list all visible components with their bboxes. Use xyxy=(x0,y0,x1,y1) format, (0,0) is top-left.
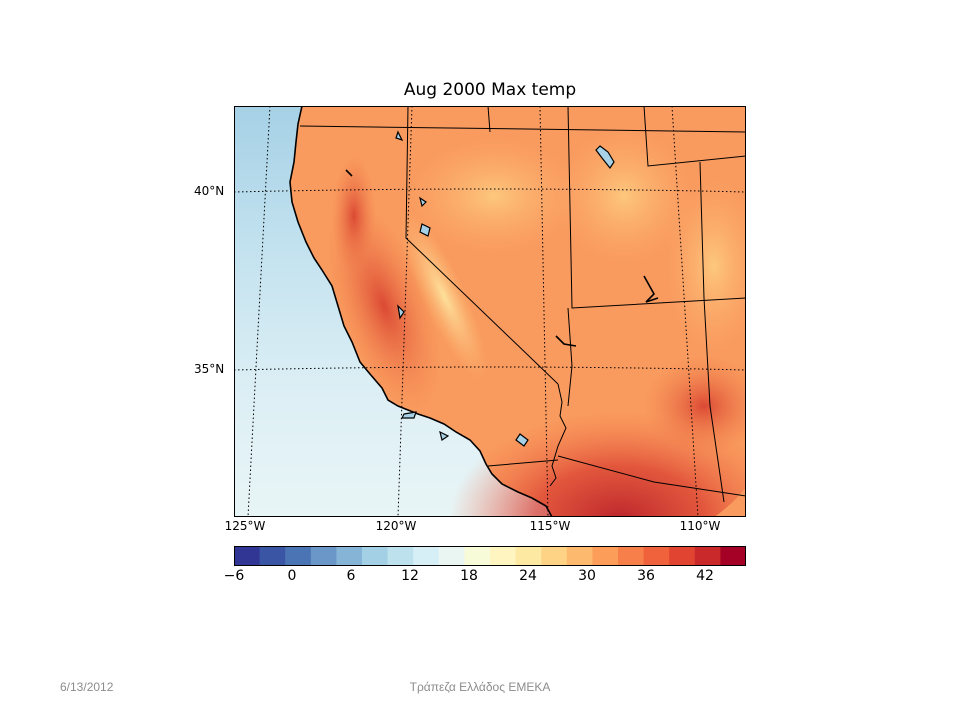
cool-region-nevada xyxy=(404,136,584,256)
colorbar-cell xyxy=(234,546,261,566)
colorbar-cell xyxy=(694,546,721,566)
lon-label-110w: 110°W xyxy=(679,519,721,533)
colorbar-cell xyxy=(541,546,568,566)
footer-date: 6/13/2012 xyxy=(60,680,114,694)
colorbar-tick-label: 24 xyxy=(519,568,537,584)
colorbar xyxy=(234,546,746,566)
hot-region-arizona xyxy=(644,356,746,456)
colorbar-cell xyxy=(643,546,670,566)
lon-label-125w: 125°W xyxy=(224,519,266,533)
colorbar-tick-label: 42 xyxy=(696,568,714,584)
colorbar-cell xyxy=(618,546,645,566)
colorbar-tick-label: −6 xyxy=(223,568,245,584)
lakes xyxy=(395,130,615,447)
cool-region-utah xyxy=(554,126,694,266)
colorbar-cell xyxy=(566,546,593,566)
rivers xyxy=(345,169,659,347)
footer-text: Τράπεζα Ελλάδος ΕΜΕΚΑ xyxy=(409,680,551,694)
colorbar-cell xyxy=(362,546,389,566)
colorbar-tick-label: 18 xyxy=(460,568,478,584)
colorbar-tick-label: 12 xyxy=(401,568,419,584)
colorbar-tick-label: 6 xyxy=(346,568,356,584)
colorbar-cell xyxy=(387,546,414,566)
colorbar-cell xyxy=(285,546,312,566)
colorbar-tick-label: 36 xyxy=(637,568,655,584)
hot-region-north-valley xyxy=(332,156,376,276)
colorbar-cell xyxy=(515,546,542,566)
colorbar-tick-label: 30 xyxy=(578,568,596,584)
colorbar-tick-label: 0 xyxy=(287,568,297,584)
lat-label-40n: 40°N xyxy=(194,184,225,198)
colorbar-cell xyxy=(592,546,619,566)
coastline xyxy=(289,106,553,517)
colorbar-cell xyxy=(310,546,337,566)
colorbar-cell xyxy=(464,546,491,566)
colorbar-cell xyxy=(720,546,746,566)
colorbar-cell xyxy=(438,546,465,566)
colorbar-cell xyxy=(490,546,517,566)
colorbar-cell xyxy=(669,546,696,566)
map-title: Aug 2000 Max temp xyxy=(403,80,577,100)
colorbar-cell xyxy=(336,546,363,566)
colorbar-cell xyxy=(259,546,286,566)
lat-label-35n: 35°N xyxy=(194,362,225,376)
state-borders xyxy=(299,106,746,503)
colorbar-cell xyxy=(413,546,440,566)
graticule xyxy=(234,106,746,517)
temperature-map xyxy=(234,106,746,517)
lon-label-120w: 120°W xyxy=(375,519,417,533)
lon-label-115w: 115°W xyxy=(529,519,571,533)
